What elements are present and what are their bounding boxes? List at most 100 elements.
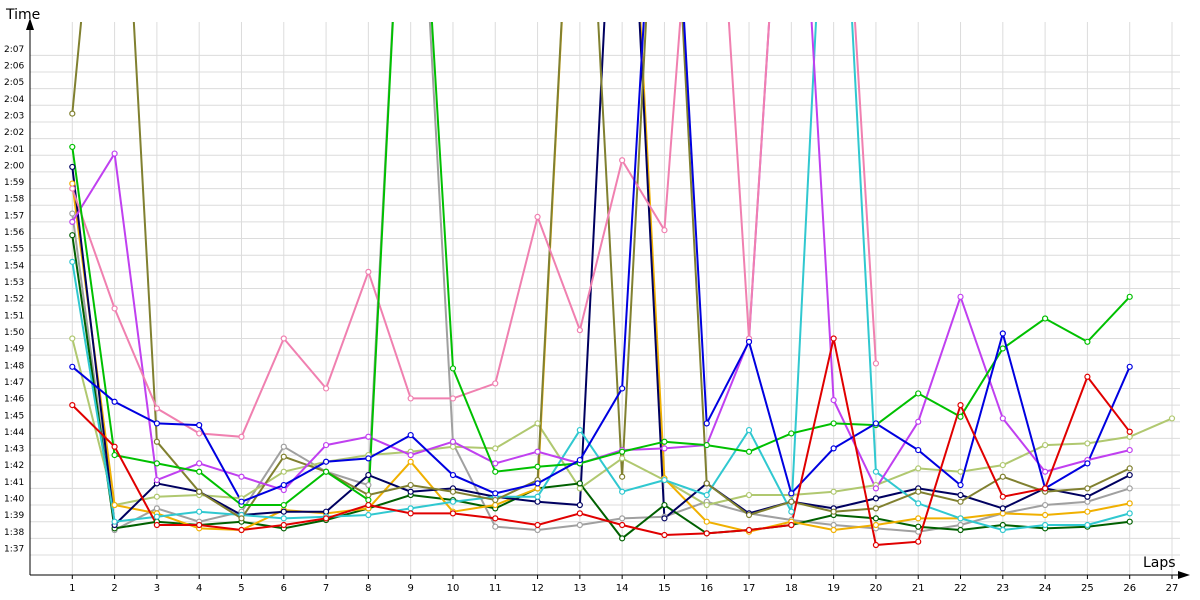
grid [30,22,1180,575]
point [703,518,710,525]
point [407,510,414,517]
y-tick-label: 2:05 [4,78,24,88]
point [999,521,1006,529]
point [872,541,880,549]
point [69,143,76,151]
point [449,438,457,445]
point [365,496,372,504]
y-tick-label: 1:52 [4,295,24,305]
point [534,480,541,487]
x-tick-label: 8 [365,583,371,594]
point [1042,511,1049,519]
point [619,521,626,529]
point [619,455,626,462]
point [703,420,710,427]
point [915,465,922,472]
point [661,438,668,445]
point [745,426,753,434]
y-tick-label: 2:06 [4,61,24,71]
point [238,433,245,440]
point [619,535,626,542]
point [449,498,457,505]
x-tick-label: 27 [1166,583,1179,594]
point [407,431,414,439]
point [534,463,541,470]
point [830,521,837,529]
point [1084,508,1091,515]
series-line [71,22,1131,506]
point [153,513,160,520]
point [196,460,203,467]
x-tick-label: 6 [281,583,287,594]
point [999,461,1006,469]
plot-area [69,22,1176,549]
point [280,481,287,489]
series-line [71,235,1130,540]
point [492,460,499,467]
point [1126,500,1133,507]
y-tick-label: 2:03 [4,111,24,121]
y-tick-label: 1:51 [4,311,24,321]
x-tick-label: 11 [489,583,502,594]
point [365,511,372,519]
x-tick-label: 15 [658,583,671,594]
x-axis-title: Laps [1143,555,1176,571]
point [1084,338,1091,345]
point [153,405,160,412]
x-tick-label: 24 [1039,583,1052,594]
x-tick-label: 1 [69,583,75,594]
series-line [71,22,1130,533]
point [957,498,964,505]
point [1084,485,1091,492]
point [619,515,626,522]
point [69,185,76,192]
x-tick-label: 17 [743,583,756,594]
point [196,488,203,495]
y-tick-label: 1:37 [4,545,24,555]
point [69,232,76,239]
point [1042,501,1049,509]
point [492,380,499,387]
point [69,180,76,187]
point [111,398,118,405]
point [280,335,287,342]
point [1126,510,1133,517]
point [365,481,372,489]
y-tick-label: 1:46 [4,395,24,405]
point [449,471,457,479]
point [1126,363,1133,370]
point [365,471,372,479]
point [872,515,880,522]
point [365,433,372,440]
point [449,443,457,450]
point [238,526,245,534]
point [576,426,583,434]
point [703,501,710,509]
y-tick-label: 1:39 [4,511,24,521]
point [492,515,499,522]
point [661,227,668,234]
point [957,468,964,475]
x-tick-label: 3 [154,583,160,594]
x-tick-label: 19 [827,583,840,594]
x-tick-label: 12 [531,583,544,594]
series-line [71,22,877,438]
point [1042,521,1049,529]
point [280,443,287,450]
point [534,521,541,529]
x-tick-label: 9 [407,583,413,594]
point [1126,465,1133,472]
point [69,258,76,265]
point [534,213,541,220]
point [619,385,626,392]
point [322,468,330,475]
point [999,505,1006,512]
point [280,486,287,494]
y-tick-label: 2:00 [4,161,24,171]
point [661,501,668,509]
point [449,510,457,517]
point [365,491,372,499]
x-tick-label: 22 [954,583,967,594]
point [830,335,837,342]
point [365,501,372,509]
